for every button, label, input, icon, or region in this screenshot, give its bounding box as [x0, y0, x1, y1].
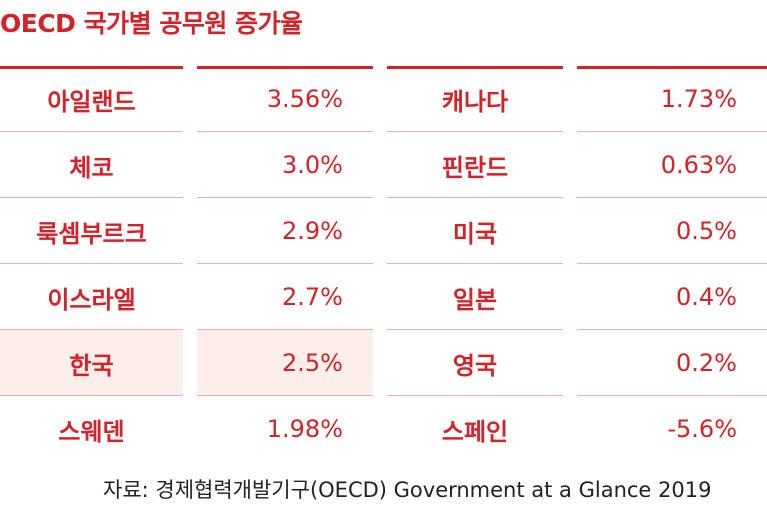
row-divider — [0, 197, 183, 198]
growth-value: 2.9% — [282, 217, 343, 245]
table-row: 룩셈부르크 2.9% 미국 0.5% — [0, 198, 767, 264]
growth-value: -5.6% — [667, 415, 737, 443]
growth-value: 0.63% — [660, 151, 737, 179]
row-divider — [197, 131, 373, 132]
growth-value: 0.5% — [676, 217, 737, 245]
country-name: 일본 — [452, 285, 498, 314]
source-note: 자료: 경제협력개발기구(OECD) Government at a Glanc… — [103, 478, 712, 502]
country-name: 룩셈부르크 — [36, 219, 147, 248]
row-divider — [0, 263, 183, 264]
country-name: 캐나다 — [441, 87, 509, 116]
row-divider — [0, 131, 183, 132]
country-name: 영국 — [452, 351, 498, 380]
row-divider — [577, 263, 767, 264]
row-divider — [0, 329, 183, 330]
header-rule-left-value — [197, 66, 373, 69]
table-row: 체코 3.0% 핀란드 0.63% — [0, 132, 767, 198]
row-divider — [387, 329, 563, 330]
header-rule-right-name — [387, 66, 563, 69]
growth-value: 2.7% — [282, 283, 343, 311]
country-name: 미국 — [452, 219, 498, 248]
header-rule-left-name — [0, 66, 183, 69]
row-divider — [577, 395, 767, 396]
growth-value: 0.2% — [676, 349, 737, 377]
row-divider — [577, 329, 767, 330]
growth-value: 1.98% — [266, 415, 343, 443]
row-divider — [197, 197, 373, 198]
row-divider — [197, 395, 373, 396]
growth-value: 3.56% — [266, 85, 343, 113]
row-divider — [387, 197, 563, 198]
table-row: 스웨덴 1.98% 스페인 -5.6% — [0, 396, 767, 462]
table-row: 이스라엘 2.7% 일본 0.4% — [0, 264, 767, 330]
row-divider — [197, 329, 373, 330]
page-title: OECD 국가별 공무원 증가율 — [0, 9, 303, 38]
growth-value: 0.4% — [676, 283, 737, 311]
country-name: 이스라엘 — [47, 285, 136, 314]
country-name: 스페인 — [441, 417, 509, 446]
header-rule-right-value — [577, 66, 767, 69]
row-divider — [0, 395, 183, 396]
table-row: 한국 2.5% 영국 0.2% — [0, 330, 767, 396]
row-divider — [387, 131, 563, 132]
row-divider — [387, 263, 563, 264]
table-row: 아일랜드 3.56% 캐나다 1.73% — [0, 66, 767, 132]
growth-table: 아일랜드 3.56% 캐나다 1.73% 체코 3.0% 핀란드 0.63% 룩셈부르크 2.9%… — [0, 66, 767, 462]
row-divider — [577, 131, 767, 132]
country-name: 아일랜드 — [47, 87, 136, 116]
row-divider — [577, 197, 767, 198]
growth-value: 2.5% — [197, 330, 373, 396]
row-divider — [197, 263, 373, 264]
growth-value: 3.0% — [282, 151, 343, 179]
country-name: 한국 — [0, 330, 183, 396]
row-divider — [387, 395, 563, 396]
country-name: 체코 — [69, 153, 114, 182]
country-name: 스웨덴 — [58, 417, 125, 446]
country-name: 핀란드 — [441, 153, 509, 182]
growth-value: 1.73% — [660, 85, 737, 113]
